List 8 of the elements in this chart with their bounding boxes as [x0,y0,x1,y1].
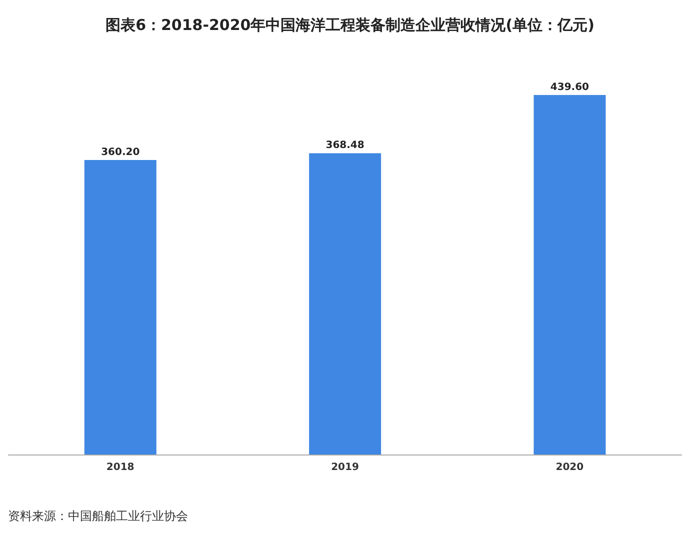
x-tick-label: 2018 [106,462,134,474]
data-label: 360.20 [101,147,140,158]
data-label: 439.60 [550,82,590,93]
x-tick-label: 2019 [331,462,359,474]
text: 资料来源：中国船舶工业行业协会 [8,508,188,525]
data-label: 368.48 [326,140,364,152]
chart-title: 图表6：2018-2020年中国海洋工程装备制造企业营收情况(单位：亿元) [104,15,596,35]
x-tick-label: 2020 [556,462,584,474]
